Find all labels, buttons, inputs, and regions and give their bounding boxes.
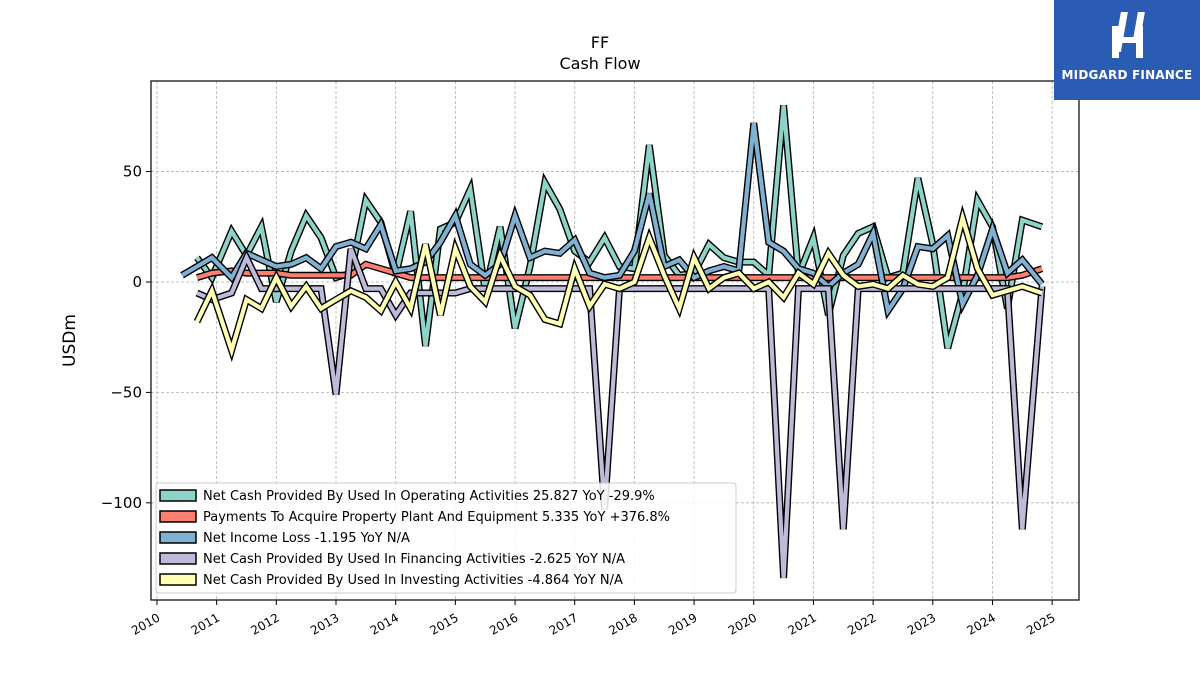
x-tick-label: 2017 xyxy=(547,610,580,637)
x-tick-label: 2020 xyxy=(726,610,759,637)
legend-swatch xyxy=(159,531,197,544)
y-tick-label: 50 xyxy=(123,163,142,181)
x-tick-label: 2019 xyxy=(666,610,699,637)
legend-label: Net Income Loss -1.195 YoY N/A xyxy=(203,531,410,546)
logo-text: MIDGARD FINANCE xyxy=(1061,68,1193,82)
legend-swatch xyxy=(159,552,197,565)
legend-swatch xyxy=(159,510,197,523)
legend-label: Net Cash Provided By Used In Financing A… xyxy=(203,552,625,567)
chart-title: FF xyxy=(590,33,610,52)
series-line-2 xyxy=(180,122,1044,317)
x-tick-label: 2024 xyxy=(965,610,998,637)
plot-frame xyxy=(150,80,1080,601)
x-tick-label: 2016 xyxy=(487,610,520,637)
x-tick-label: 2012 xyxy=(248,610,281,637)
x-tick-label: 2010 xyxy=(129,610,162,637)
x-tick-label: 2014 xyxy=(368,610,401,637)
x-tick-label: 2023 xyxy=(905,610,938,637)
x-tick-label: 2013 xyxy=(308,610,341,637)
y-tick-label: 0 xyxy=(132,273,142,291)
x-tick-label: 2011 xyxy=(189,610,222,637)
midgard-finance-logo: MIDGARD FINANCE xyxy=(1054,0,1200,100)
legend-label: Net Cash Provided By Used In Investing A… xyxy=(203,573,623,588)
midgard-logo-icon xyxy=(1112,12,1145,58)
legend-label: Payments To Acquire Property Plant And E… xyxy=(203,510,670,525)
x-tick-label: 2022 xyxy=(845,610,878,637)
legend-box xyxy=(155,482,737,594)
x-tick-label: 2015 xyxy=(427,610,460,637)
y-tick-label: −50 xyxy=(110,383,142,401)
x-tick-label: 2018 xyxy=(606,610,639,637)
series-line-4 xyxy=(195,209,1043,358)
legend-swatch xyxy=(159,489,197,502)
legend-swatch xyxy=(159,573,197,586)
chart-subtitle: Cash Flow xyxy=(559,54,641,73)
legend-label: Net Cash Provided By Used In Operating A… xyxy=(203,489,655,504)
x-tick-label: 2021 xyxy=(785,610,818,637)
chart-title-block: FF Cash Flow xyxy=(0,32,1200,74)
y-axis-label: USDm xyxy=(60,314,80,367)
x-tick-label: 2025 xyxy=(1024,610,1057,637)
y-tick-label: −100 xyxy=(101,494,142,512)
